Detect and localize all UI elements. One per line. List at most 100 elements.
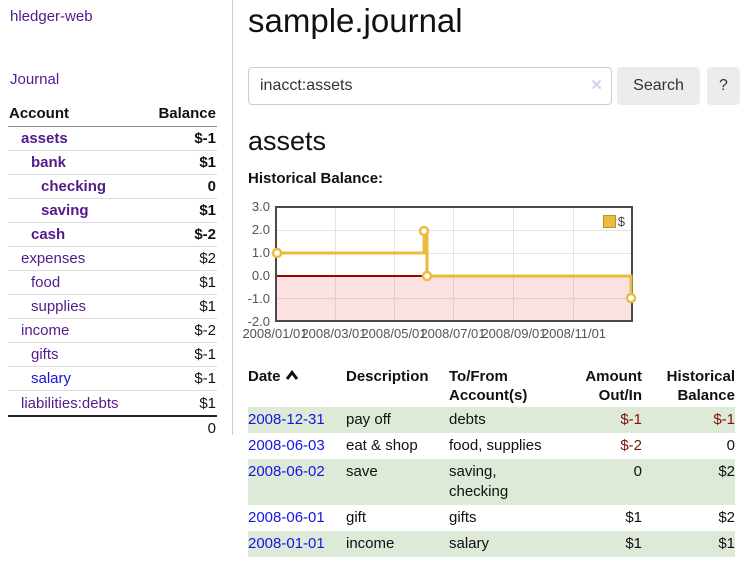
sidebar-divider [232,0,233,435]
search-button[interactable]: Search [617,67,700,105]
search-box: ✕ [248,67,612,105]
gridline [394,208,395,320]
transaction-date-link[interactable]: 2008-06-03 [248,437,325,454]
search-input[interactable] [248,67,612,105]
transaction-description: income [346,535,395,552]
transaction-accounts: saving, checking [449,463,509,500]
negative-balance-region [277,276,631,320]
account-link-bank[interactable]: bank [31,154,67,171]
account-link-income[interactable]: income [21,322,70,339]
account-row-expenses: expenses $2 [8,247,217,271]
transaction-description: eat & shop [346,437,418,454]
x-tick-label: 2008/05/01 [361,326,427,341]
description-column-header: Description [346,368,429,385]
y-tick-label: 1.0 [251,245,270,260]
transaction-accounts: debts [449,411,486,428]
transaction-description: gift [346,509,367,526]
transaction-accounts: food, supplies [449,437,542,454]
x-tick-label: 2008/03/01 [301,326,367,341]
gridline [453,208,454,320]
accounts-column-header: To/From Account(s) [449,368,528,404]
balance-series-line [271,225,637,304]
account-row-food: food $1 [8,271,217,295]
chart-plot-area: $ [271,208,637,320]
y-tick-label: -1.0 [247,291,270,306]
transaction-balance: $2 [718,509,735,526]
transaction-date-link[interactable]: 2008-01-01 [248,535,325,552]
account-link-cash[interactable]: cash [31,226,66,243]
account-balance: $-2 [194,226,216,243]
y-tick-label: 0.0 [251,268,270,283]
help-button[interactable]: ? [707,67,740,105]
account-link-expenses[interactable]: expenses [21,250,86,267]
account-row-assets: assets $-1 [8,127,217,151]
account-balance: $1 [199,394,216,412]
register-row: 2008-12-31 pay off debts $-1 $-1 [248,407,735,433]
transaction-amount: 0 [633,463,642,480]
account-balance: 0 [207,178,216,195]
gridline [277,230,631,231]
account-link-salary[interactable]: salary [31,370,72,387]
transaction-balance: $1 [718,535,735,552]
accounts-total-row: 0 [8,415,217,439]
historical-balance-chart[interactable]: $ [271,206,637,322]
transaction-date-link[interactable]: 2008-06-01 [248,509,325,526]
sidebar-item-journal[interactable]: Journal [10,71,60,88]
account-balance: $-2 [194,322,216,339]
account-balance: $-1 [194,370,216,387]
account-balance: $1 [199,154,216,171]
account-link-checking[interactable]: checking [41,178,107,195]
transaction-amount: $1 [625,535,642,552]
chart-label: Historical Balance: [248,170,384,187]
account-page-title: assets [248,126,327,156]
x-tick-label: 2008/11/01 [541,326,607,341]
account-row-checking: checking 0 [8,175,217,199]
register-row: 2008-06-02 save saving, checking 0 $2 [248,459,735,505]
gridline [513,208,514,320]
accounts-table: Account Balance assets $-1 bank $1 check… [8,103,217,439]
sort-ascending-icon [285,367,299,386]
account-link-liabilities-debts[interactable]: liabilities:debts [21,394,119,412]
transaction-amount: $1 [625,509,642,526]
gridline [277,298,631,299]
account-row-gifts: gifts $-1 [8,343,217,367]
gridline [573,208,574,320]
account-link-gifts[interactable]: gifts [31,346,59,363]
account-column-header: Account [9,105,69,122]
transaction-amount: $-2 [620,437,642,454]
account-link-assets[interactable]: assets [21,130,68,147]
account-balance: $-1 [194,130,216,147]
account-row-saving: saving $1 [8,199,217,223]
account-balance: $1 [199,298,216,315]
page-title: sample.journal [248,2,463,39]
clear-search-icon[interactable]: ✕ [590,77,603,94]
x-tick-label: 2008/01/01 [242,326,308,341]
transaction-description: pay off [346,411,391,428]
account-row-liabilities-debts: liabilities:debts $1 [8,391,217,415]
account-balance: $1 [199,202,216,219]
account-row-supplies: supplies $1 [8,295,217,319]
transaction-date-link[interactable]: 2008-06-02 [248,463,325,480]
account-link-food[interactable]: food [31,274,61,291]
account-link-saving[interactable]: saving [41,202,89,219]
register-row: 2008-06-01 gift gifts $1 $2 [248,505,735,531]
balance-column-header: Balance [158,105,216,122]
transaction-date-link[interactable]: 2008-12-31 [248,411,325,428]
transaction-balance: 0 [726,437,735,454]
date-column-header[interactable]: Date [248,365,346,407]
transaction-description: save [346,463,378,480]
legend-label: $ [617,214,625,229]
y-tick-label: 3.0 [251,199,270,214]
chart-legend: $ [602,214,625,229]
x-tick-label: 2008/07/01 [420,326,486,341]
transaction-accounts: salary [449,535,490,552]
accounts-total-value: 0 [207,419,216,437]
transaction-amount: $-1 [620,411,642,428]
search-form: ✕ Search ? [248,67,742,105]
app-title-link[interactable]: hledger-web [10,8,93,25]
account-link-supplies[interactable]: supplies [31,298,87,315]
gridline [335,208,336,320]
account-balance: $1 [199,274,216,291]
register-row: 2008-06-03 eat & shop food, supplies $-2… [248,433,735,459]
transaction-accounts: gifts [449,509,477,526]
